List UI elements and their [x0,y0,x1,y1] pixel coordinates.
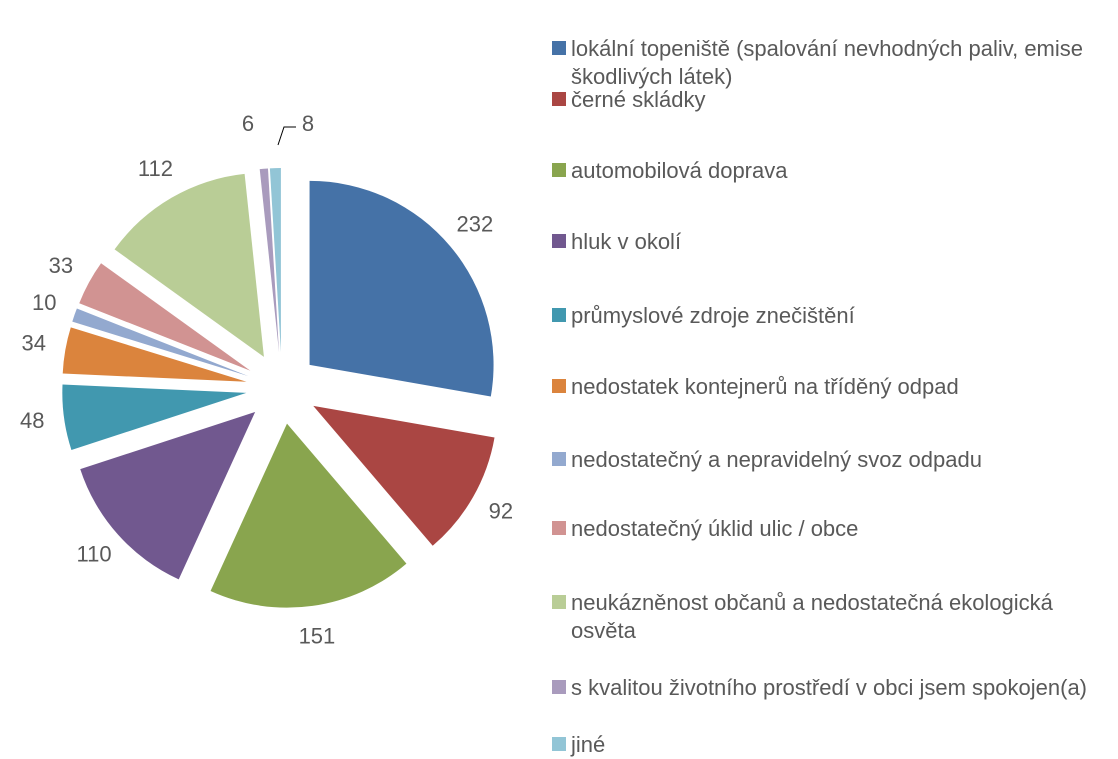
legend: lokální topeniště (spalování nevhodných … [552,0,1118,758]
legend-swatch [552,234,566,248]
data-label: 6 [242,111,254,136]
pie-slice [269,168,281,353]
legend-swatch [552,379,566,393]
legend-label: nedostatečný a nepravidelný svoz odpadu [571,447,982,472]
data-label: 33 [49,253,73,278]
data-label: 232 [457,212,494,237]
legend-label: s kvalitou životního prostředí v obci js… [571,675,1088,700]
pie-slice [259,168,280,353]
legend-item: neukázněnost občanů a nedostatečná ekolo… [552,589,1112,645]
data-label: 8 [302,111,314,136]
legend-swatch [552,41,566,55]
legend-item: jiné [552,731,1112,759]
legend-label: neukázněnost občanů a nedostatečná ekolo… [571,590,1053,643]
legend-swatch [552,595,566,609]
pie-slice [80,411,256,580]
legend-item: lokální topeniště (spalování nevhodných … [552,35,1112,91]
legend-swatch [552,452,566,466]
data-label: 48 [20,408,44,433]
data-label: 112 [138,156,173,181]
pie-slice [309,180,494,397]
pie-slice [114,173,264,357]
legend-item: nedostatečný a nepravidelný svoz odpadu [552,446,1112,474]
legend-item: nedostatečný úklid ulic / obce [552,515,1112,543]
legend-label: lokální topeniště (spalování nevhodných … [571,36,1084,89]
data-label: 10 [32,290,56,315]
legend-item: hluk v okolí [552,228,1112,256]
legend-swatch [552,521,566,535]
data-label: 34 [22,330,46,355]
pie-chart: 232 92 151 110 48 34 10 33 112 6 8 [20,111,513,649]
data-label: 92 [489,499,513,524]
legend-item: automobilová doprava [552,157,1112,185]
leader-line [277,126,296,146]
legend-item: nedostatek kontejnerů na tříděný odpad [552,373,1112,401]
legend-swatch [552,737,566,751]
legend-label: nedostatek kontejnerů na tříděný odpad [571,374,959,399]
legend-label: automobilová doprava [571,158,788,183]
pie-slice [313,405,495,546]
legend-item: černé skládky [552,86,1112,114]
legend-swatch [552,92,566,106]
legend-label: hluk v okolí [571,229,682,254]
pie-slice [62,384,247,450]
legend-label: jiné [571,732,606,757]
pie-slice [210,423,407,608]
data-label: 110 [77,542,112,567]
legend-label: nedostatečný úklid ulic / obce [571,516,859,541]
legend-swatch [552,308,566,322]
legend-swatch [552,163,566,177]
legend-swatch [552,680,566,694]
legend-label: černé skládky [571,87,706,112]
pie-slice [79,263,251,371]
pie-slice [72,308,249,377]
legend-item: průmyslové zdroje znečištění [552,302,1112,330]
legend-item: s kvalitou životního prostředí v obci js… [552,674,1112,702]
data-label: 151 [299,623,336,648]
legend-label: průmyslové zdroje znečištění [571,303,855,328]
pie-slice [62,327,247,382]
